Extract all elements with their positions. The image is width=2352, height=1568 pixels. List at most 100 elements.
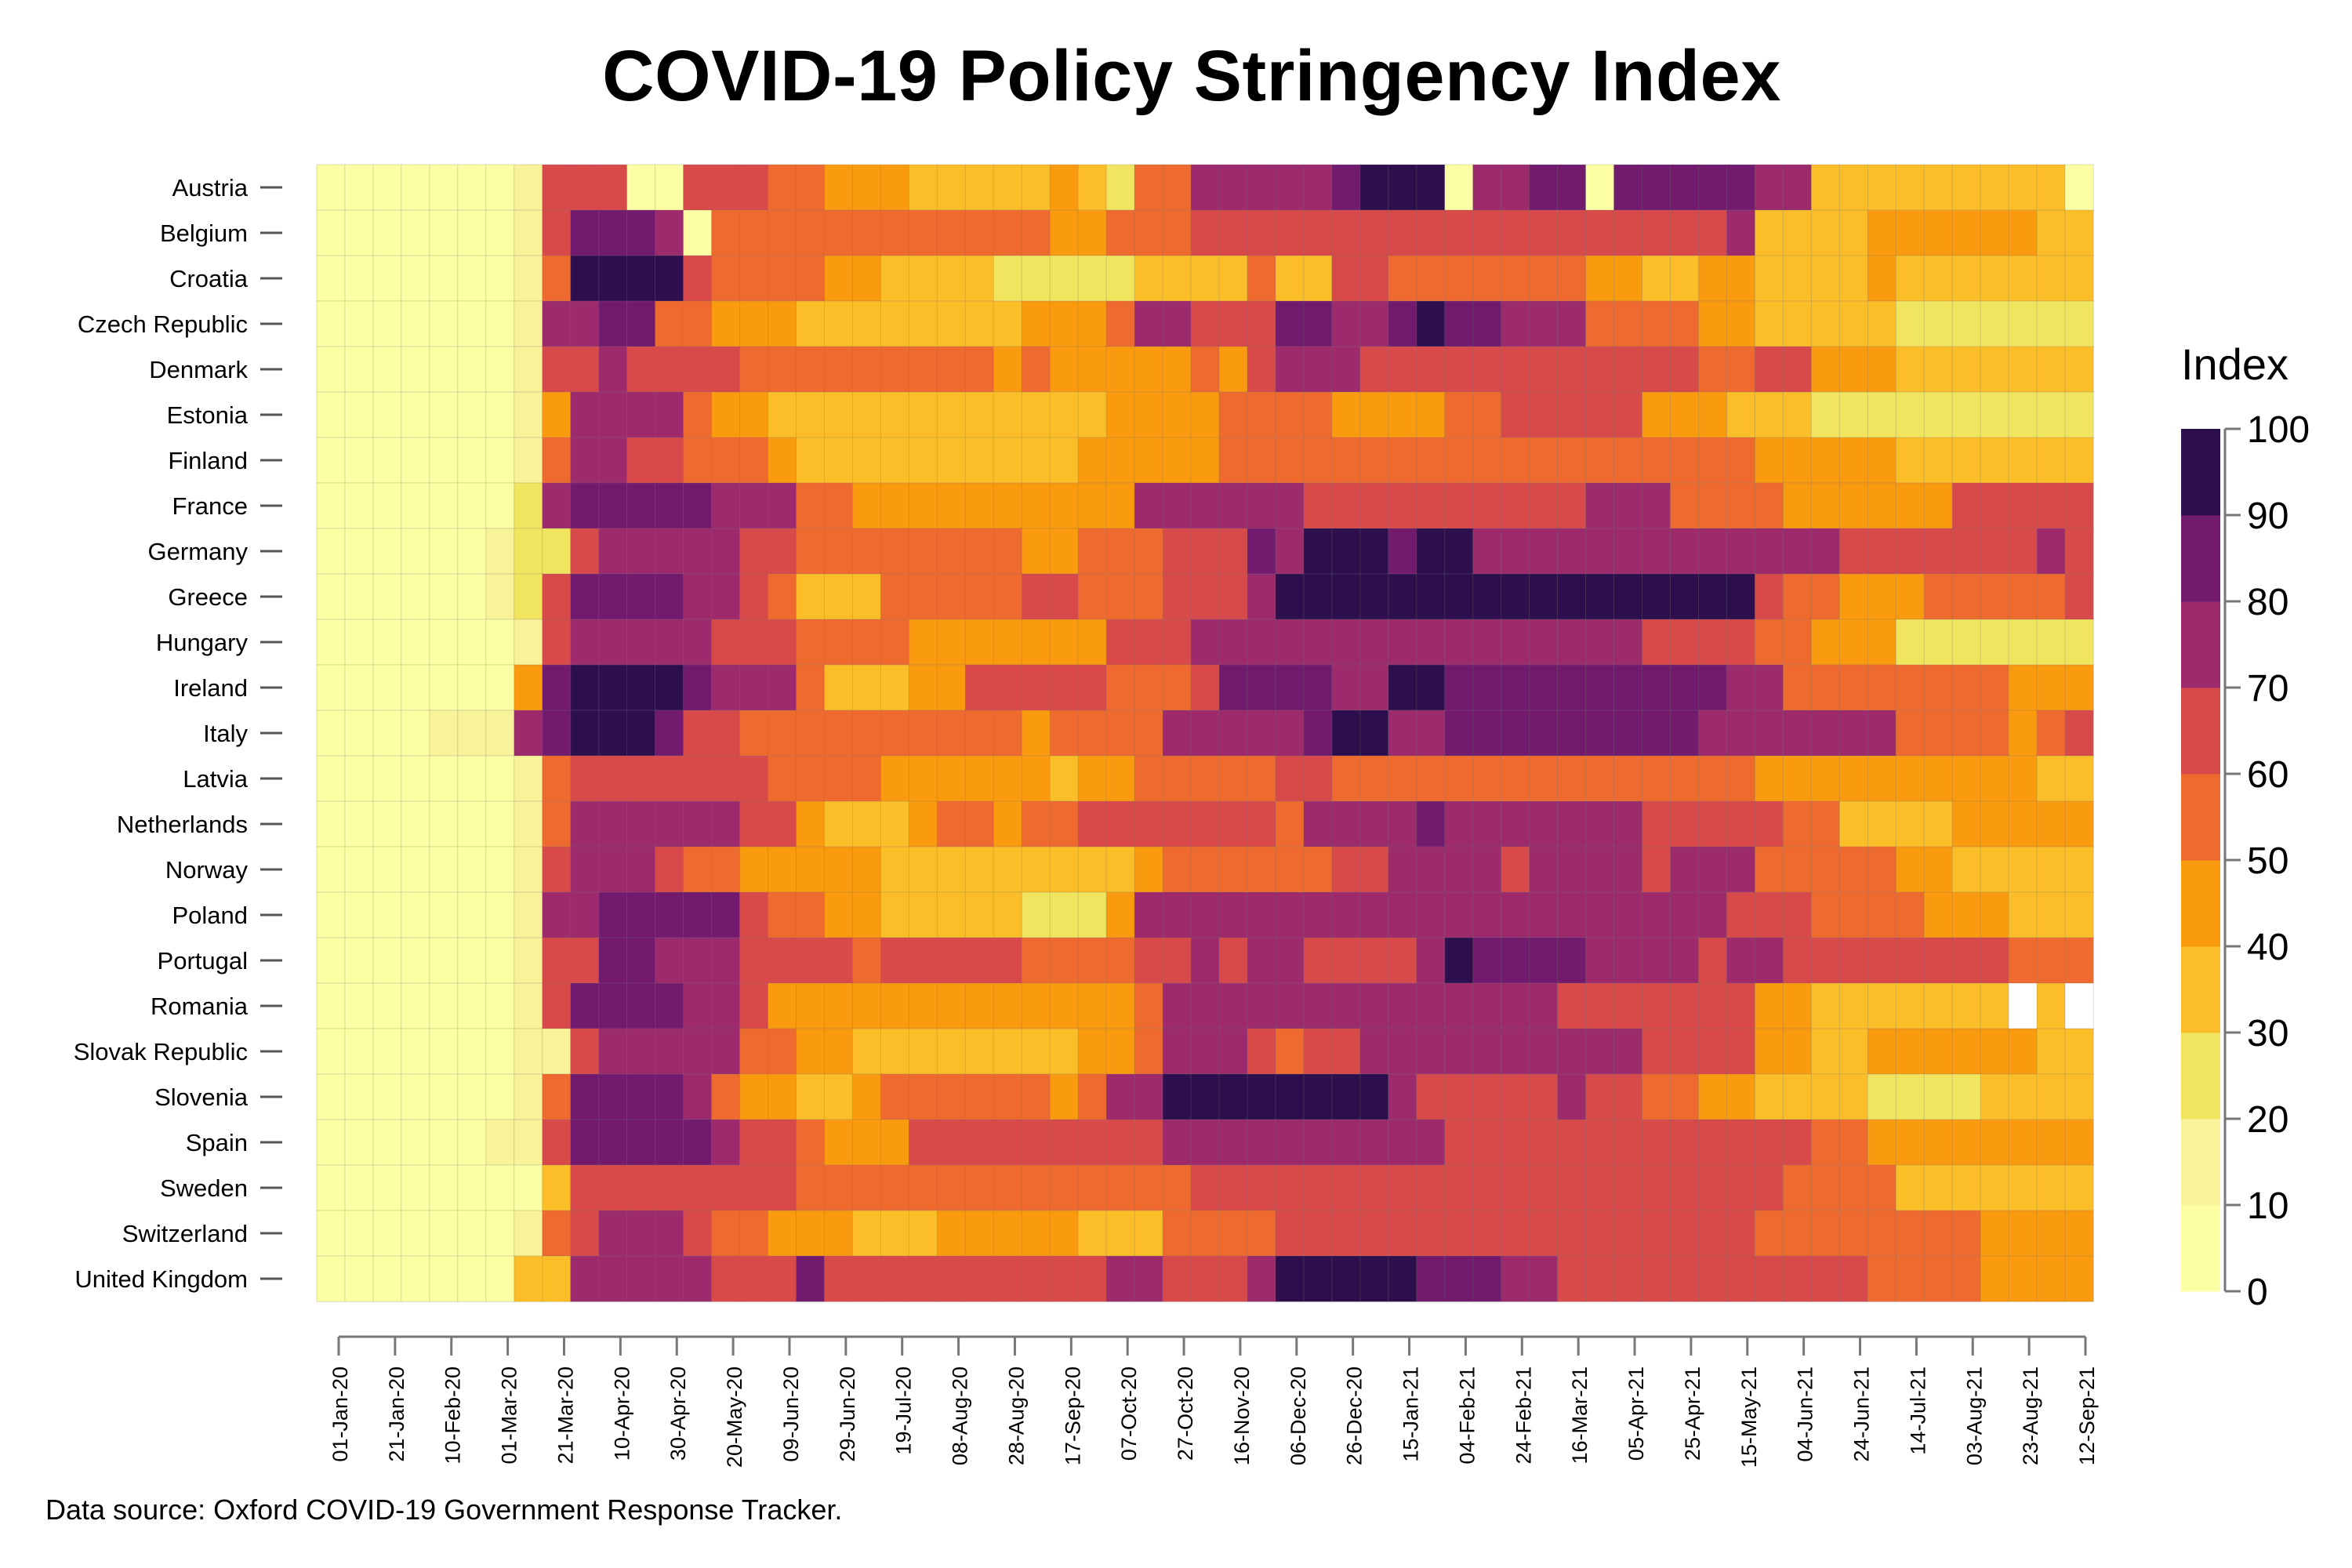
heatmap-cell [1810, 1073, 1841, 1120]
heatmap-cell [1021, 891, 1051, 938]
heatmap-cell [401, 1210, 430, 1257]
colorbar-tick-label: 20 [2247, 1099, 2288, 1141]
heatmap-cell [964, 1210, 995, 1257]
colorbar-bin [2181, 515, 2220, 602]
heatmap-cell [1077, 1210, 1107, 1257]
heatmap-cell [683, 164, 713, 211]
heatmap-cell [1077, 891, 1107, 938]
heatmap-cell [1162, 528, 1192, 575]
heatmap-cell [316, 437, 346, 484]
heatmap-cell [1669, 937, 1700, 984]
heatmap-cell [344, 209, 374, 256]
heatmap-cell [401, 1164, 430, 1211]
heatmap-cell [1529, 710, 1559, 757]
heatmap-cell [1642, 1164, 1671, 1211]
heatmap-cell [1838, 346, 1869, 393]
heatmap-cell [2064, 528, 2094, 575]
heatmap-cell [1021, 710, 1051, 757]
heatmap-cell [485, 391, 515, 438]
heatmap-cell [1810, 710, 1841, 757]
heatmap-cell [908, 664, 938, 711]
heatmap-cell [344, 982, 374, 1029]
heatmap-cell [908, 1255, 938, 1302]
heatmap-cell [626, 710, 656, 757]
heatmap-cell [1895, 482, 1925, 529]
heatmap-cell [1444, 846, 1474, 893]
heatmap-cell [1049, 800, 1079, 848]
heatmap-cell [1810, 528, 1841, 575]
heatmap-cell [851, 1028, 882, 1075]
heatmap-cell [880, 755, 910, 802]
heatmap-cell [1951, 1255, 1981, 1302]
heatmap-cell [1613, 255, 1643, 302]
heatmap-cell [401, 755, 430, 802]
heatmap-cell [1416, 528, 1446, 575]
heatmap-cell [880, 800, 910, 848]
heatmap-cell [1275, 209, 1305, 256]
heatmap-cell [542, 1210, 572, 1257]
heatmap-cell [1754, 164, 1784, 211]
heatmap-cell [1190, 664, 1220, 711]
heatmap-cell [457, 255, 487, 302]
heatmap-cell [1359, 164, 1389, 211]
heatmap-cell [1444, 1164, 1474, 1211]
heatmap-cell [993, 619, 1023, 666]
heatmap-cell [1218, 1028, 1248, 1075]
heatmap-cell [485, 619, 515, 666]
heatmap-cell [372, 391, 402, 438]
heatmap-cell [1951, 482, 1981, 529]
heatmap-cell [1190, 1164, 1220, 1211]
heatmap-cell [1049, 528, 1079, 575]
heatmap-cell [1838, 755, 1869, 802]
heatmap-cell [2064, 800, 2094, 848]
heatmap-cell [1726, 800, 1756, 848]
heatmap-cell [711, 1028, 741, 1075]
heatmap-cell [316, 619, 346, 666]
heatmap-cell [1444, 528, 1474, 575]
heatmap-cell [1669, 164, 1700, 211]
heatmap-cell [1951, 391, 1981, 438]
heatmap-cell [1416, 1028, 1446, 1075]
heatmap-cell [1642, 619, 1671, 666]
heatmap-cell [1162, 1210, 1192, 1257]
heatmap-cell [1190, 528, 1220, 575]
heatmap-cell [880, 982, 910, 1029]
heatmap-cell [1049, 573, 1079, 620]
heatmap-cell [1021, 1255, 1051, 1302]
heatmap-cell [683, 982, 713, 1029]
heatmap-cell [655, 800, 684, 848]
heatmap-cell [1105, 300, 1135, 347]
heatmap-cell [1923, 1210, 1953, 1257]
heatmap-cell [851, 300, 882, 347]
x-tick-label: 24-Jun-21 [1850, 1367, 1874, 1462]
heatmap-cell [1726, 482, 1756, 529]
heatmap-cell [1472, 346, 1502, 393]
heatmap-cell [1697, 482, 1728, 529]
heatmap-cell [1444, 937, 1474, 984]
heatmap-cell [1669, 710, 1700, 757]
heatmap-cell [626, 482, 656, 529]
heatmap-cell [598, 1255, 628, 1302]
heatmap-cell [1810, 391, 1841, 438]
heatmap-cell [1529, 937, 1559, 984]
heatmap-cell [401, 937, 430, 984]
heatmap-cell [626, 209, 656, 256]
heatmap-cell [401, 619, 430, 666]
heatmap-cell [1613, 891, 1643, 938]
heatmap-cell [1162, 1255, 1192, 1302]
heatmap-cell [1105, 800, 1135, 848]
heatmap-cell [2036, 1255, 2066, 1302]
heatmap-cell [1697, 800, 1728, 848]
heatmap-cell [1021, 255, 1051, 302]
heatmap-cell [851, 710, 882, 757]
heatmap-cell [795, 982, 826, 1029]
heatmap-cell [1501, 164, 1530, 211]
heatmap-cell [372, 346, 402, 393]
heatmap-cell [598, 437, 628, 484]
heatmap-cell [1162, 437, 1192, 484]
heatmap-cell [1980, 619, 2009, 666]
heatmap-cell [1472, 482, 1502, 529]
heatmap-cell [1529, 482, 1559, 529]
heatmap-cell [1331, 619, 1361, 666]
heatmap-cell [1218, 346, 1248, 393]
